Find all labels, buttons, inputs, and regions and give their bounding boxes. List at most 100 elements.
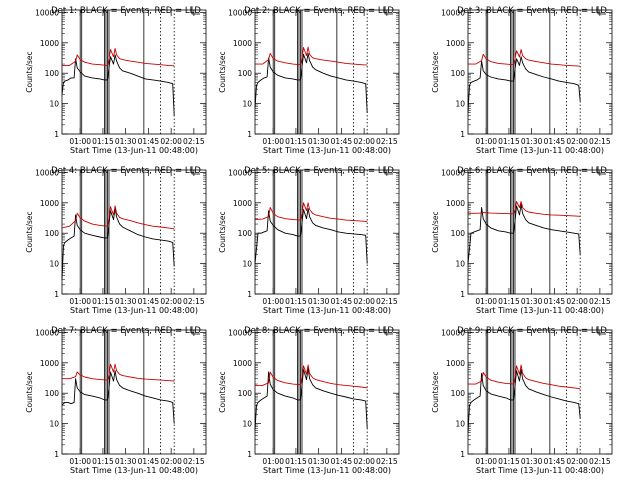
x-tick-label: 01:45	[544, 297, 566, 306]
x-axis-label: Start Time (13-Jun-11 00:48:00)	[70, 306, 198, 315]
series-line-events	[254, 368, 368, 431]
series-line-events	[61, 54, 175, 116]
x-tick-label: 01:45	[331, 457, 353, 466]
y-tick-label: 10000	[35, 328, 59, 337]
series-line-events	[61, 208, 175, 280]
panel-title: Det 6: BLACK = Events, RED = LLD	[457, 166, 607, 176]
detector-panel-7: Det 7: BLACK = Events, RED = LLD 1 10 100 10…	[25, 326, 207, 475]
series-line-lld	[62, 363, 175, 382]
y-tick-label: 1000	[446, 39, 465, 48]
legend-bracket-icon	[597, 326, 606, 335]
x-tick-label: 02:00	[160, 137, 182, 146]
legend-bracket-icon	[191, 326, 200, 335]
y-tick-label: 10000	[228, 8, 252, 17]
x-axis-label: Start Time (13-Jun-11 00:48:00)	[476, 146, 604, 155]
x-tick-label: 01:00	[262, 137, 284, 146]
x-tick-label: 01:30	[115, 137, 137, 146]
x-tick-label: 02:00	[160, 457, 182, 466]
y-axis-label: Counts/sec	[218, 211, 227, 252]
y-tick-label: 10000	[35, 168, 59, 177]
y-tick-label: 10000	[228, 168, 252, 177]
x-tick-label: 02:15	[376, 137, 398, 146]
x-axis-label: Start Time (13-Jun-11 00:48:00)	[263, 466, 391, 475]
y-axis-label: Counts/sec	[218, 371, 227, 412]
x-tick-label: 01:30	[521, 297, 543, 306]
x-tick-label: 01:15	[92, 137, 114, 146]
legend-bracket-icon	[191, 6, 200, 15]
legend-bracket-icon	[384, 6, 393, 15]
x-axis-label: Start Time (13-Jun-11 00:48:00)	[476, 466, 604, 475]
series-line-lld	[468, 201, 581, 217]
y-axis-label: Counts/sec	[25, 51, 34, 92]
x-tick-label: 01:30	[521, 137, 543, 146]
x-tick-label: 01:45	[138, 297, 160, 306]
panel-title: Det 8: BLACK = Events, RED = LLD	[244, 326, 394, 336]
detector-panel-1: Det 1: BLACK = Events, RED = LLD 1 10 100 10…	[25, 6, 207, 155]
x-tick-label: 01:00	[262, 457, 284, 466]
detector-panel-6: Det 6: BLACK = Events, RED = LLD 1 10 100 10…	[431, 166, 613, 315]
plot-frame	[467, 169, 613, 295]
x-tick-label: 02:00	[566, 457, 588, 466]
y-tick-label: 100	[45, 229, 60, 238]
x-tick-label: 02:15	[376, 297, 398, 306]
y-tick-label: 100	[238, 69, 253, 78]
y-axis-label: Counts/sec	[431, 51, 440, 92]
y-tick-label: 10000	[441, 328, 465, 337]
series-line-lld	[255, 364, 368, 389]
x-tick-label: 01:00	[69, 137, 91, 146]
y-tick-label: 10	[49, 100, 59, 109]
y-tick-label: 1000	[40, 199, 59, 208]
x-tick-label: 02:15	[589, 297, 611, 306]
panel-title: Det 3: BLACK = Events, RED = LLD	[457, 6, 607, 16]
y-tick-label: 1	[460, 450, 465, 459]
x-tick-label: 01:15	[285, 297, 307, 306]
y-tick-label: 10000	[441, 168, 465, 177]
y-tick-label: 1	[54, 450, 59, 459]
series-line-events	[467, 203, 581, 264]
detector-panel-4: Det 4: BLACK = Events, RED = LLD 1 10 100 10…	[25, 166, 207, 315]
y-tick-label: 100	[451, 69, 466, 78]
y-tick-label: 1	[247, 130, 252, 139]
x-tick-label: 02:15	[183, 137, 205, 146]
x-tick-label: 01:15	[92, 457, 114, 466]
y-tick-label: 1000	[40, 39, 59, 48]
x-tick-label: 02:00	[566, 297, 588, 306]
legend-bracket-icon	[384, 326, 393, 335]
x-tick-label: 02:15	[183, 457, 205, 466]
y-tick-label: 10	[242, 100, 252, 109]
series-line-events	[467, 56, 581, 113]
series-line-lld	[62, 48, 175, 67]
x-tick-label: 01:30	[308, 457, 330, 466]
x-tick-label: 01:00	[262, 297, 284, 306]
panel-title: Det 1: BLACK = Events, RED = LLD	[51, 6, 201, 16]
x-tick-label: 02:15	[589, 457, 611, 466]
legend-bracket-icon	[384, 166, 393, 175]
x-tick-label: 01:30	[115, 297, 137, 306]
y-tick-label: 100	[45, 69, 60, 78]
y-tick-label: 100	[238, 389, 253, 398]
plot-frame	[254, 329, 400, 455]
x-tick-label: 01:45	[138, 457, 160, 466]
y-tick-label: 100	[238, 229, 253, 238]
series-line-lld	[468, 49, 581, 67]
x-tick-label: 02:00	[353, 457, 375, 466]
x-tick-label: 02:15	[183, 297, 205, 306]
detector-panel-5: Det 5: BLACK = Events, RED = LLD 1 10 100 10…	[218, 166, 400, 315]
x-tick-label: 01:15	[285, 457, 307, 466]
x-tick-label: 01:15	[92, 297, 114, 306]
series-line-events	[467, 369, 581, 433]
y-tick-label: 10000	[228, 328, 252, 337]
detector-panel-9: Det 9: BLACK = Events, RED = LLD 1 10 100 10…	[431, 326, 613, 475]
y-tick-label: 10000	[441, 8, 465, 17]
x-tick-label: 02:15	[376, 457, 398, 466]
y-tick-label: 1	[247, 290, 252, 299]
x-axis-label: Start Time (13-Jun-11 00:48:00)	[70, 146, 198, 155]
x-tick-label: 02:00	[160, 297, 182, 306]
y-tick-label: 100	[45, 389, 60, 398]
series-line-lld	[61, 205, 175, 230]
y-axis-label: Counts/sec	[218, 51, 227, 92]
x-tick-label: 01:15	[498, 457, 520, 466]
y-axis-label: Counts/sec	[25, 371, 34, 412]
plot-frame	[467, 329, 613, 455]
y-tick-label: 10	[49, 260, 59, 269]
